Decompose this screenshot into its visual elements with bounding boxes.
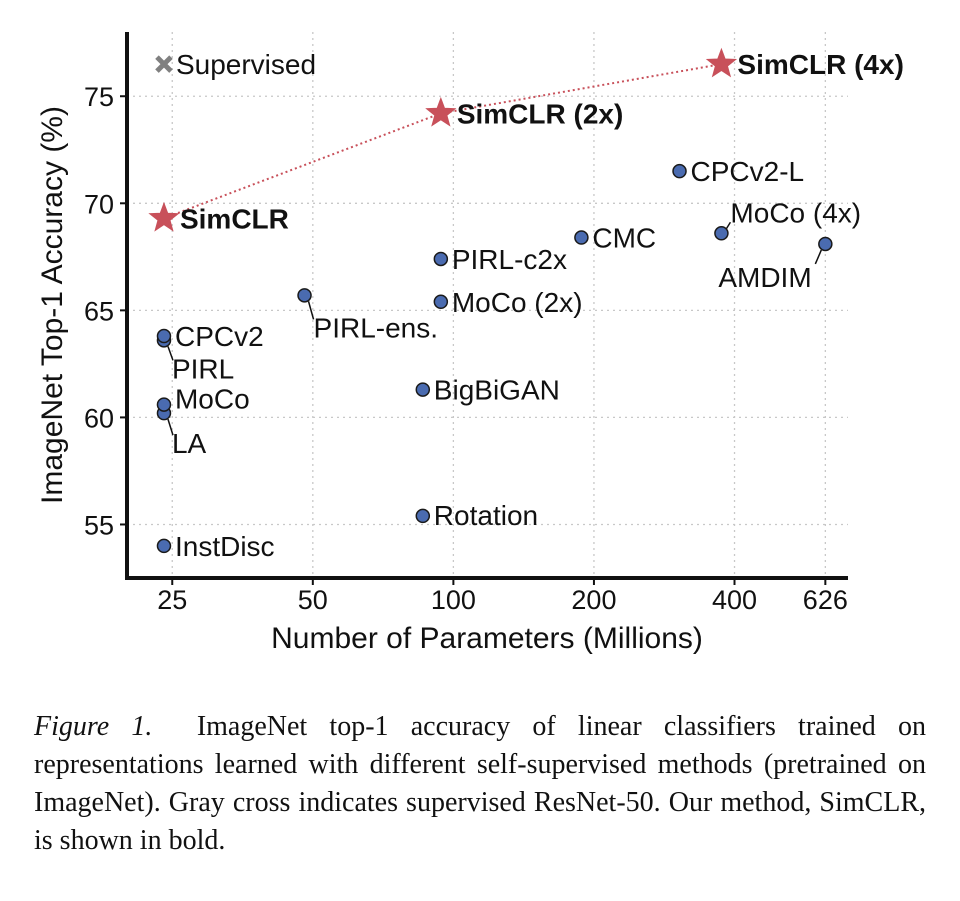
label-moco: MoCo [175, 384, 250, 415]
leader-amdim [814, 249, 823, 265]
point-bigbigan [415, 382, 431, 397]
y-axis-label: ImageNet Top-1 Accuracy (%) [36, 106, 69, 504]
x-axis-label: Number of Parameters (Millions) [271, 622, 703, 655]
cross-supervised [155, 55, 173, 73]
x-tick-label: 25 [157, 585, 187, 615]
label-rotation: Rotation [434, 500, 538, 531]
y-tick-label: 75 [84, 82, 114, 112]
label-moco-2x: MoCo (2x) [452, 287, 583, 318]
axes [120, 32, 848, 585]
cross-stroke [155, 55, 173, 73]
label-simclr-2x: SimCLR (2x) [457, 98, 623, 129]
point-pirl-c2x [433, 251, 449, 267]
star-simclr [148, 201, 180, 232]
point-cmc [574, 230, 589, 245]
star-simclr-4x [705, 47, 738, 78]
point-rotation [415, 508, 431, 524]
x-tick-label: 200 [571, 585, 616, 615]
y-tick-label: 70 [84, 189, 114, 219]
simclr-connector [163, 63, 722, 220]
figure-caption: Figure 1. ImageNet top-1 accuracy of lin… [34, 708, 926, 860]
grid [127, 32, 848, 578]
point-amdim [818, 236, 833, 252]
x-tick-label: 626 [803, 585, 848, 615]
label-pirl-c2x: PIRL-c2x [452, 244, 567, 275]
scatter-chart: 25 50 100 200 400 626 55 60 65 70 75 InstDisc Rotat… [36, 32, 904, 655]
star-simclr-2x [425, 96, 457, 127]
label-amdim: AMDIM [718, 262, 811, 293]
x-tick-label: 400 [712, 585, 757, 615]
point-pirl-ens [297, 288, 312, 303]
label-la: LA [172, 428, 207, 459]
point-moco [156, 397, 172, 412]
label-pirl-ens: PIRL-ens. [314, 312, 439, 343]
label-moco-4x: MoCo (4x) [730, 197, 861, 228]
figure-label: Figure 1. [34, 711, 153, 742]
leader-pirl [167, 346, 174, 361]
point-moco-4x [714, 226, 729, 241]
y-tick-label: 65 [84, 296, 114, 326]
leader-la [167, 418, 174, 436]
point-instdisc [156, 538, 172, 554]
leader-pirl-ens [307, 301, 315, 320]
point-cpcv2 [156, 328, 172, 344]
label-pirl: PIRL [172, 353, 234, 384]
data-points [148, 47, 833, 554]
x-tick-label: 50 [298, 585, 328, 615]
label-cpcv2-l: CPCv2-L [691, 156, 805, 187]
y-tick-label: 60 [84, 403, 114, 433]
y-tick-label: 55 [84, 510, 114, 540]
label-cpcv2: CPCv2 [175, 321, 264, 352]
label-bigbigan: BigBiGAN [434, 375, 560, 406]
label-cmc: CMC [592, 223, 656, 254]
label-simclr-4x: SimCLR (4x) [737, 49, 903, 80]
point-moco-2x [433, 294, 449, 310]
point-cpcv2-l [672, 163, 687, 179]
label-supervised: Supervised [176, 49, 316, 80]
simclr-dotted-line [163, 63, 722, 220]
label-instdisc: InstDisc [175, 531, 275, 562]
x-tick-label: 100 [431, 585, 476, 615]
label-simclr: SimCLR [180, 203, 289, 234]
tick-labels: 25 50 100 200 400 626 55 60 65 70 75 [84, 82, 848, 615]
caption-text: ImageNet top-1 accuracy of linear classi… [34, 711, 927, 856]
